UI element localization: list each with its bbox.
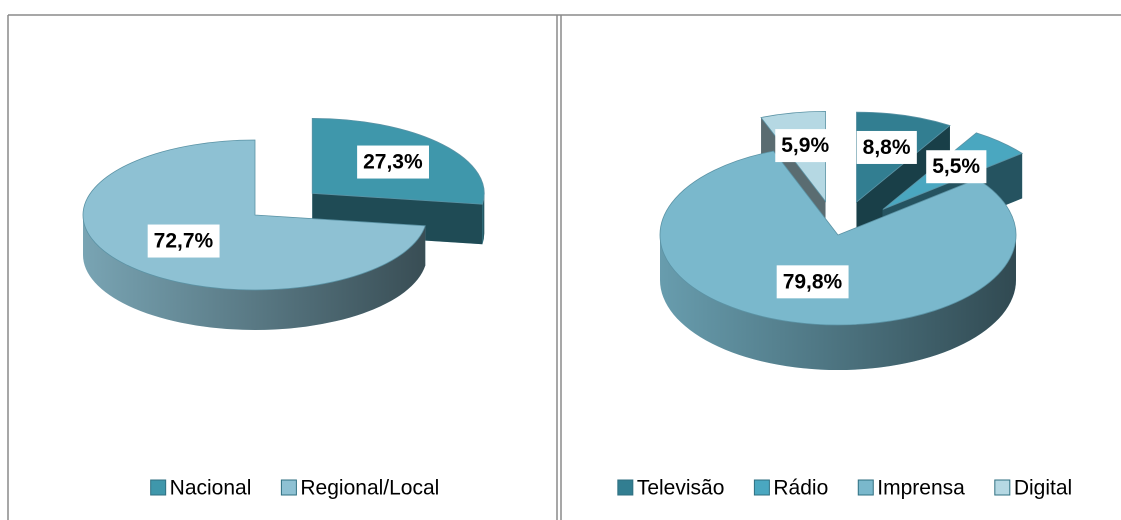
label-box [775,129,836,163]
legend: Televisão Rádio Imprensa Digital [617,477,1072,500]
legend-swatch [617,479,634,496]
data-label: 8,8% [863,136,911,159]
legend-swatch [857,479,874,496]
label-box [357,145,429,179]
data-label: 5,9% [781,134,829,157]
legend: Nacional Regional/Local [150,477,439,500]
label-box [856,130,917,164]
data-label: 27,3% [363,151,423,174]
slice-top [659,150,1017,326]
slice-wall-shade [82,215,426,331]
legend-label: Televisão [637,477,725,500]
label-box [147,224,220,258]
legend-label: Rádio [773,477,828,500]
data-label: 5,5% [932,155,980,178]
legend-swatch [280,479,297,496]
label-box [776,265,849,299]
legend-label: Digital [1014,477,1072,500]
pie-slice [82,139,426,331]
slice-wall-shade [482,193,485,245]
legend-label: Regional/Local [300,477,439,500]
data-label: 72,7% [154,230,214,253]
data-label: 79,8% [783,270,843,293]
slice-wall-shade [660,235,1016,370]
legend-swatch [150,479,167,496]
legend-swatch [994,479,1011,496]
legend-swatch [753,479,770,496]
label-box [926,150,987,184]
legend-label: Imprensa [877,477,965,500]
pie-slice [659,150,1017,370]
legend-label: Nacional [170,477,252,500]
